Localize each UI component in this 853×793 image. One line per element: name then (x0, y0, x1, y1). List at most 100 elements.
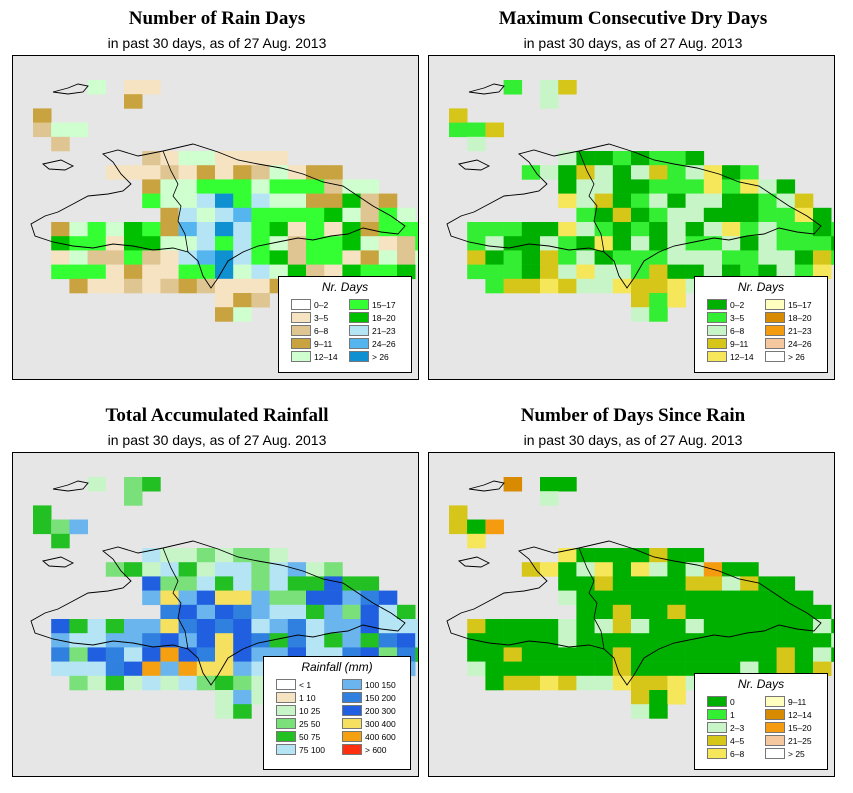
legend-swatch (291, 351, 311, 362)
grid-cell (722, 576, 741, 591)
island-outline (30, 83, 406, 289)
legend-swatch (349, 299, 369, 310)
legend-label: < 1 (299, 679, 312, 690)
legend-swatch (276, 731, 296, 742)
legend-swatch (707, 338, 727, 349)
legend-swatch (707, 709, 727, 720)
grid-cell (215, 604, 234, 620)
legend-item: 15–17 (349, 299, 396, 310)
grid-cell (631, 207, 650, 223)
grid-cell (685, 590, 705, 606)
grid-cell (612, 250, 632, 265)
grid-cell (794, 236, 814, 251)
grid-cell (142, 576, 161, 591)
grid-cell (196, 179, 216, 194)
grid-cell (251, 193, 270, 209)
grid-cell (269, 179, 289, 194)
grid-cell (467, 222, 486, 237)
grid-cell (558, 590, 577, 606)
grid-cell (69, 519, 88, 535)
grid-cell (467, 661, 486, 677)
grid-cell (703, 179, 723, 194)
grid-cell (667, 207, 686, 223)
island-outline (446, 480, 822, 686)
grid-cell (594, 562, 614, 577)
grid-cell (196, 590, 216, 606)
grid-cell (178, 661, 198, 677)
grid-cell (87, 647, 107, 662)
grid-cell (521, 165, 541, 180)
grid-cell (160, 619, 179, 634)
grid-cell (576, 165, 595, 180)
grid-cell (124, 165, 143, 180)
grid-cell (306, 165, 325, 180)
grid-cell (196, 576, 216, 591)
grid-cell (740, 207, 759, 223)
grid-cell (251, 151, 270, 166)
legend-label: 6–8 (314, 325, 329, 336)
grid-cell (360, 604, 380, 620)
grid-cell (649, 562, 668, 577)
legend-swatch (276, 718, 296, 729)
legend-label: 25 50 (299, 718, 321, 729)
grid-cell (558, 562, 577, 577)
legend-swatch (291, 325, 311, 336)
legend-item: 9–11 (707, 338, 748, 349)
grid-cell (485, 661, 504, 677)
island-outline (30, 480, 406, 686)
grid-cell (397, 236, 416, 251)
grid-cell (178, 548, 198, 563)
grid-cell (703, 633, 723, 648)
grid-cell (685, 619, 705, 634)
grid-cell (215, 619, 234, 634)
grid-cell (306, 562, 325, 577)
grid-cell (215, 633, 234, 648)
grid-cell (540, 661, 559, 677)
legend-label: > 600 (365, 744, 387, 755)
grid-cell (667, 151, 686, 166)
grid-cell (758, 619, 777, 634)
grid-cell (160, 151, 179, 166)
grid-cell (196, 675, 216, 691)
grid-cell (594, 619, 614, 634)
grid-cell (124, 619, 143, 634)
grid-cell (306, 207, 325, 223)
grid-cell (306, 619, 325, 634)
grid-cell (142, 675, 161, 691)
grid-cell (215, 562, 234, 577)
grid-cell (160, 236, 179, 251)
grid-cell (342, 222, 361, 237)
grid-cell (415, 633, 418, 648)
grid-cell (649, 236, 668, 251)
grid-cell (269, 264, 289, 280)
grid-cell (649, 619, 668, 634)
grid-cell (558, 264, 577, 280)
grid-cell (360, 207, 380, 223)
grid-cell (594, 661, 614, 677)
grid-cell (685, 647, 705, 662)
grid-cell (576, 222, 595, 237)
grid-cell (631, 590, 650, 606)
grid-cell (503, 222, 523, 237)
grid-cell (233, 278, 252, 294)
grid-cell (540, 250, 559, 265)
legend-item: > 600 (342, 744, 387, 755)
grid-cell (160, 222, 179, 237)
grid-cell (794, 661, 814, 677)
grid-cell (740, 165, 759, 180)
grid-cell (467, 250, 486, 265)
legend-item: 6–8 (707, 748, 744, 759)
grid-cell (160, 250, 179, 265)
grid-cell (215, 165, 234, 180)
grid-cell (685, 179, 705, 194)
grid-cell (558, 179, 577, 194)
grid-cell (269, 222, 289, 237)
grid-cell (287, 619, 307, 634)
grid-cell (521, 264, 541, 280)
grid-cell (287, 264, 307, 280)
grid-cell (105, 165, 125, 180)
grid-cell (178, 590, 198, 606)
grid-cell (251, 562, 270, 577)
grid-cell (794, 250, 814, 265)
grid-cell (685, 222, 705, 237)
